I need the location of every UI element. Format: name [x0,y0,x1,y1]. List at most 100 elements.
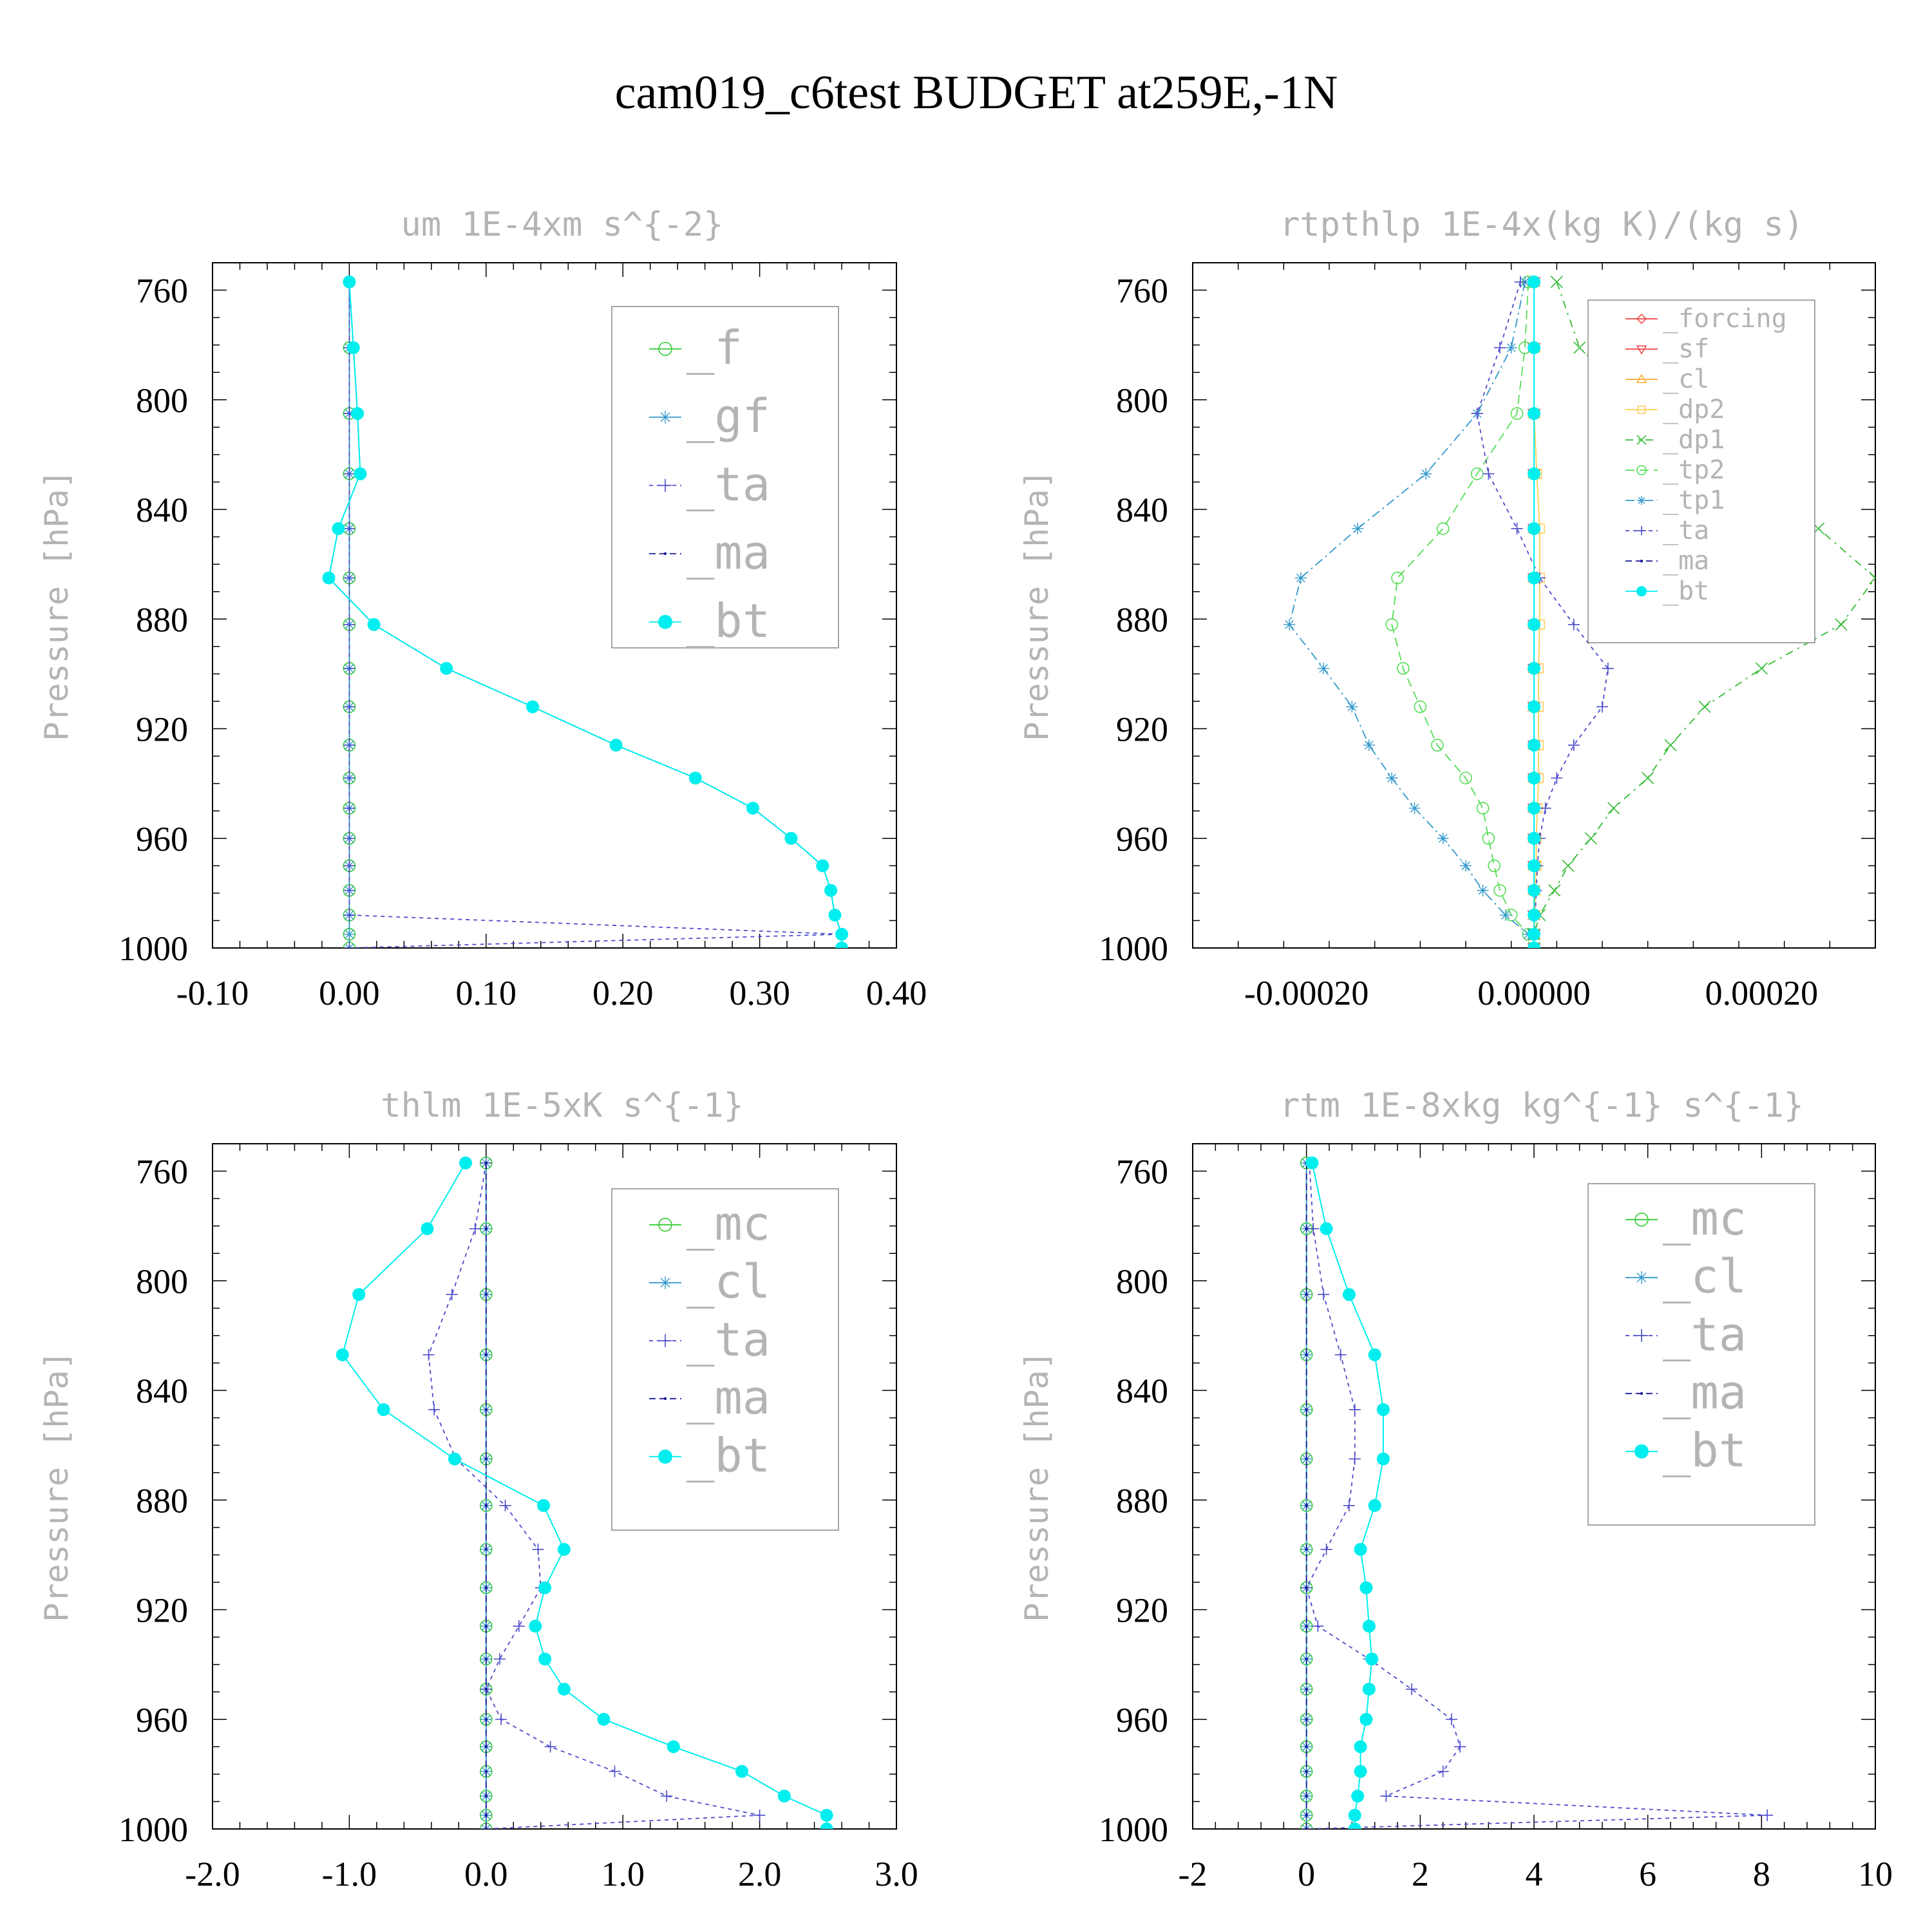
data-point [1348,1808,1361,1822]
data-point [816,859,829,873]
data-point [820,1808,833,1822]
data-point [1349,1453,1361,1465]
data-point [609,1765,621,1777]
data-point [343,860,355,872]
data-point [343,739,355,752]
data-point [1359,1712,1373,1726]
legend-label: _ma [687,1370,770,1425]
data-point [820,1823,833,1829]
y-tick-label: 800 [136,1262,188,1301]
y-tick-label: 760 [1116,272,1168,310]
y-tick-label: 880 [1116,1481,1168,1520]
panel-title: rtm 1E-8xkg kg^{-1} s^{-1} [1280,1086,1804,1125]
y-axis-label: Pressure [hPa] [1018,469,1056,741]
data-point [1528,407,1540,421]
data-point [484,1794,488,1798]
data-point [352,1288,366,1302]
data-point [1359,1581,1373,1595]
data-point [1362,1682,1376,1696]
data-point [1320,1222,1333,1235]
legend-box [1587,299,1815,643]
data-point [343,802,355,814]
data-point [1436,522,1450,535]
data-point [1354,1765,1367,1778]
y-tick-label: 840 [1116,1372,1168,1410]
legend-box [611,1188,839,1531]
data-point [746,801,759,815]
data-point [459,1156,472,1170]
legend-marker [1635,1329,1648,1342]
data-point [1305,1770,1308,1773]
x-tick-label: -2 [1179,1855,1208,1893]
data-point [835,942,849,948]
data-point [1305,1827,1308,1829]
legend-label: _ta [1663,516,1709,545]
data-point [422,1349,435,1361]
x-tick-label: 2.0 [738,1855,782,1893]
data-point [1346,701,1358,713]
data-point [1510,407,1524,420]
chart-panel-1: um 1E-4xm s^{-2} Pressure [hPa] 760 800 840 8… [38,205,927,1012]
data-point [336,1348,349,1361]
data-point [343,832,355,844]
y-tick-label: 1000 [118,1810,188,1849]
data-point [1562,859,1575,872]
x-tick-label: 0.0 [464,1855,508,1893]
data-point [1420,468,1432,480]
series-layer [1300,1156,1774,1829]
legend-label: _ma [1663,1365,1747,1419]
x-tick-label: 0.10 [456,974,517,1012]
x-tick-label: 10 [1858,1855,1893,1893]
legend-marker [1637,496,1646,506]
data-point [1550,276,1563,289]
data-point [343,884,355,896]
data-point [1354,1542,1367,1556]
legend-marker [1637,405,1646,414]
x-tick-label: 6 [1639,1855,1656,1893]
data-point [1528,927,1540,941]
data-point [1528,661,1540,675]
data-point [469,1222,481,1235]
data-point [1305,1156,1319,1170]
panel-title: thlm 1E-5xK s^{-1} [381,1086,744,1125]
panel-title: um 1E-4xm s^{-2} [401,205,724,244]
data-point [1354,1740,1367,1754]
data-point [1305,1814,1308,1817]
data-point [597,1712,611,1726]
data-point [484,1745,488,1748]
data-point [1376,1452,1390,1466]
data-point [343,942,355,948]
y-tick-label: 840 [1116,491,1168,529]
data-point [1305,1293,1308,1296]
data-point [1493,884,1506,897]
data-point [1869,571,1875,585]
data-point [1528,884,1540,897]
data-point [835,927,849,941]
data-point [446,1289,458,1301]
legend-label: _bt [687,594,770,648]
legend-marker [659,410,672,424]
data-point [1368,1348,1381,1361]
data-point [343,909,355,921]
data-point [1528,772,1540,785]
legend-label: _tp2 [1663,455,1725,485]
data-point [1528,275,1540,289]
legend-label: _gf [687,389,770,443]
series-line-bt [341,1162,828,1829]
data-point [1505,341,1517,354]
data-point [1305,1794,1308,1798]
y-axis-label: Pressure [hPa] [38,469,75,741]
series-layer [322,275,849,948]
legend-label: _ma [687,526,770,580]
data-point [1305,1687,1308,1691]
y-tick-label: 960 [1116,820,1168,858]
data-point [1539,802,1551,814]
data-point [1835,618,1848,631]
data-point [1528,942,1540,948]
data-point [1488,859,1501,873]
data-point [343,572,355,584]
data-point [532,1543,544,1555]
data-point [688,772,702,785]
y-tick-label: 920 [1116,710,1168,749]
series-line-ta [1305,1162,1768,1829]
